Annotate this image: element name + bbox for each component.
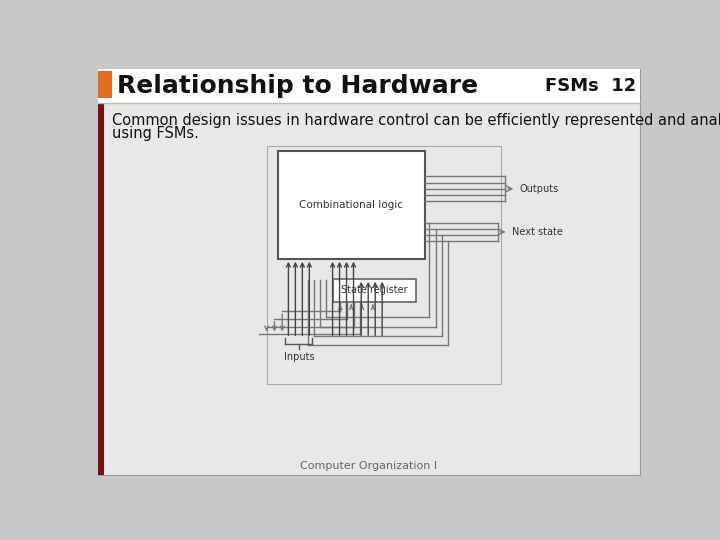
Text: Common design issues in hardware control can be efficiently represented and anal: Common design issues in hardware control… bbox=[112, 112, 720, 127]
Text: Inputs: Inputs bbox=[284, 352, 314, 362]
Text: Combinational logic: Combinational logic bbox=[300, 200, 403, 210]
FancyBboxPatch shape bbox=[98, 71, 112, 98]
FancyBboxPatch shape bbox=[277, 151, 425, 259]
Text: Relationship to Hardware: Relationship to Hardware bbox=[117, 75, 478, 98]
FancyBboxPatch shape bbox=[266, 146, 500, 384]
FancyBboxPatch shape bbox=[98, 103, 104, 475]
Text: Next state: Next state bbox=[512, 227, 562, 237]
FancyBboxPatch shape bbox=[98, 69, 640, 475]
Text: State register: State register bbox=[341, 286, 408, 295]
FancyBboxPatch shape bbox=[98, 69, 640, 103]
Text: using FSMs.: using FSMs. bbox=[112, 126, 199, 140]
Text: Outputs: Outputs bbox=[519, 184, 559, 194]
Text: Computer Organization I: Computer Organization I bbox=[300, 461, 438, 470]
FancyBboxPatch shape bbox=[333, 279, 416, 302]
Text: FSMs  12: FSMs 12 bbox=[545, 77, 636, 96]
